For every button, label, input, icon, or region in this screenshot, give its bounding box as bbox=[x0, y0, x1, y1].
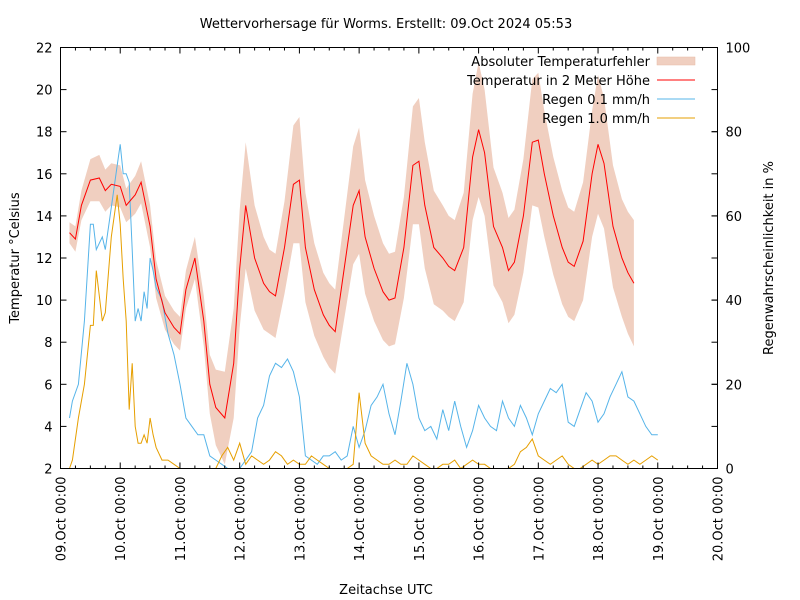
y-tick-label: 14 bbox=[36, 210, 53, 225]
x-tick-label: 09.Oct 00:00 bbox=[55, 477, 70, 562]
temperature-error-band bbox=[69, 62, 634, 465]
legend-label: Regen 1.0 mm/h bbox=[542, 112, 650, 127]
x-tick-label: 19.Oct 00:00 bbox=[652, 477, 667, 562]
y-axis-left: 2 4 6 8 10 12 14 16 18 20 22 bbox=[36, 42, 718, 478]
y-tick-label: 4 bbox=[44, 420, 52, 435]
rain-0-1-line bbox=[69, 144, 658, 469]
y-tick-label: 6 bbox=[44, 378, 52, 393]
y-axis-label: Temperatur °Celsius bbox=[8, 192, 23, 325]
legend: Absoluter Temperaturfehler Temperatur in … bbox=[466, 55, 696, 127]
y-tick-label: 8 bbox=[44, 336, 52, 351]
legend-label: Absoluter Temperaturfehler bbox=[471, 55, 650, 70]
y2-tick-label: 80 bbox=[726, 126, 743, 141]
y2-tick-label: 40 bbox=[726, 294, 743, 309]
chart-title: Wettervorhersage für Worms. Erstellt: 09… bbox=[200, 17, 572, 32]
y2-tick-label: 20 bbox=[726, 378, 743, 393]
x-tick-label: 11.Oct 00:00 bbox=[174, 477, 189, 562]
x-tick-label: 16.Oct 00:00 bbox=[473, 477, 488, 562]
x-axis: 09.Oct 00:00 10.Oct 00:00 11.Oct 00:00 12.O… bbox=[55, 47, 727, 562]
x-tick-label: 10.Oct 00:00 bbox=[114, 477, 129, 562]
y2-tick-label: 100 bbox=[726, 42, 751, 57]
temperature-error-band-layer bbox=[69, 62, 634, 465]
x-axis-label: Zeitachse UTC bbox=[339, 583, 433, 598]
legend-label: Temperatur in 2 Meter Höhe bbox=[466, 74, 650, 89]
x-tick-label: 13.Oct 00:00 bbox=[293, 477, 308, 562]
x-tick-label: 17.Oct 00:00 bbox=[532, 477, 547, 562]
y-tick-label: 12 bbox=[36, 252, 53, 267]
y2-tick-label: 60 bbox=[726, 210, 743, 225]
legend-label: Regen 0.1 mm/h bbox=[542, 93, 650, 108]
x-tick-label: 15.Oct 00:00 bbox=[413, 477, 428, 562]
x-tick-label: 12.Oct 00:00 bbox=[234, 477, 249, 562]
y-tick-label: 10 bbox=[36, 294, 53, 309]
x-tick-label: 14.Oct 00:00 bbox=[353, 477, 368, 562]
legend-swatch-band bbox=[656, 56, 696, 66]
y2-tick-label: 0 bbox=[726, 463, 734, 478]
temperature-line-layer bbox=[69, 129, 635, 420]
y2-axis-label: Regenwahrscheinlichkeit in % bbox=[762, 161, 777, 355]
y-tick-label: 18 bbox=[36, 126, 53, 141]
y-tick-label: 22 bbox=[36, 42, 53, 57]
temperature-line bbox=[69, 129, 635, 420]
x-tick-label: 20.Oct 00:00 bbox=[712, 477, 727, 562]
y-tick-label: 2 bbox=[44, 463, 52, 478]
x-tick-label: 18.Oct 00:00 bbox=[592, 477, 607, 562]
y-tick-label: 16 bbox=[36, 168, 53, 183]
y-tick-label: 20 bbox=[36, 84, 53, 99]
y-axis-right: 0 20 40 60 80 100 bbox=[711, 42, 751, 478]
